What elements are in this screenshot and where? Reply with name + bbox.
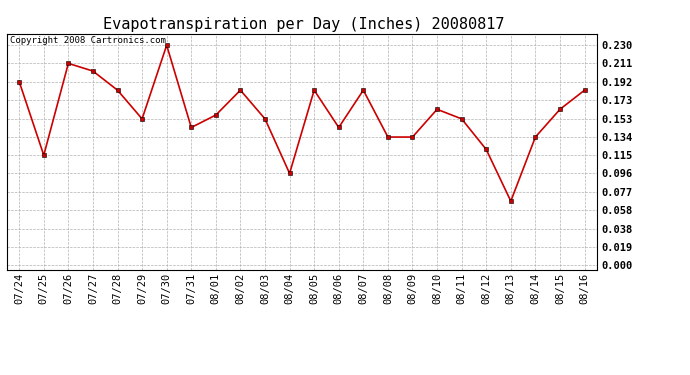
Text: Evapotranspiration per Day (Inches) 20080817: Evapotranspiration per Day (Inches) 2008… [103, 17, 504, 32]
Text: Copyright 2008 Cartronics.com: Copyright 2008 Cartronics.com [10, 36, 166, 45]
